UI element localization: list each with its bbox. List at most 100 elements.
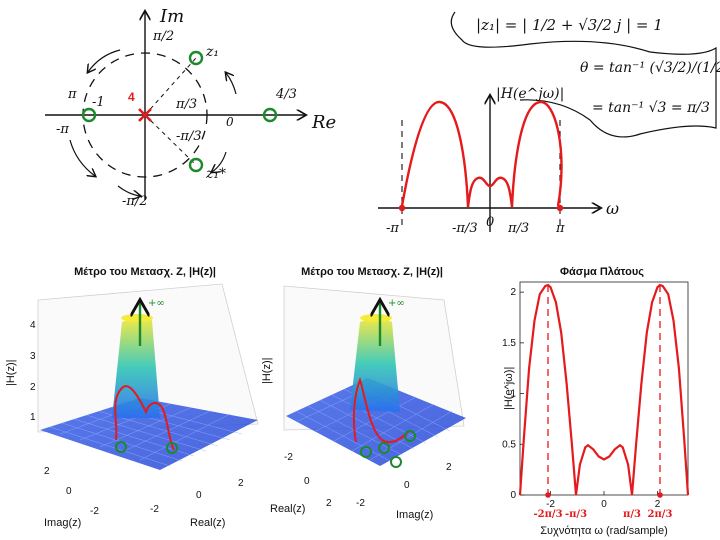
surface-middle-unit-circle-trace xyxy=(352,376,409,444)
magnitude-sketch: |H(e^jω)| ω -π -π/3 0 π/3 π xyxy=(378,86,619,236)
amplitude-spectrum-chart: Φάσμα Πλάτους 0 0.5 1 1.5 2 -2 0 2 |H(e^jω)| Σ… xyxy=(502,266,690,537)
surface-middle-zero-marker xyxy=(360,446,372,458)
spectrum-ytick-label: 0 xyxy=(510,490,516,501)
im-axis-label: Im xyxy=(159,6,184,27)
spectrum-annotations: -2π/3 -π/3 π/3 2π/3 xyxy=(533,509,672,520)
surface-middle-ytick: 0 xyxy=(404,480,410,491)
surface-middle-title: Μέτρο του Μετασχ. Z, |H(z)| xyxy=(301,266,443,278)
pi-label: π xyxy=(67,87,77,102)
arc-arrow xyxy=(212,151,227,172)
tick-pi-third: π/3 xyxy=(507,221,529,236)
surface-middle-xtick: -2 xyxy=(284,452,293,463)
spectrum-title: Φάσμα Πλάτους xyxy=(560,266,644,278)
zero-marker-four-thirds xyxy=(262,107,278,123)
spectrum-series-line xyxy=(518,283,690,496)
spectrum-xlabel: Συχνότητα ω (rad/sample) xyxy=(540,525,668,537)
magnitude-sketch-curve xyxy=(400,100,563,208)
spectrum-annotation: π/3 xyxy=(623,509,641,520)
spectrum-plot-frame xyxy=(519,281,689,496)
surface-left-xtick: 2 xyxy=(44,466,50,477)
z1-star-radius xyxy=(144,114,197,166)
surface-plot-middle: Μέτρο του Μετασχ. Z, |H(z)| +∞ |H(z)| -2… xyxy=(261,266,466,521)
spectrum-xtick-label: 0 xyxy=(601,499,607,510)
surface-left-xtick: 0 xyxy=(66,486,72,497)
zero-marker-minus-one xyxy=(81,107,97,123)
spectrum-xtick-label: -2 xyxy=(546,499,555,510)
surface-left-infinity-note: +∞ xyxy=(148,298,165,309)
surface-left-ytick: 0 xyxy=(196,490,202,501)
minus-one-label: -1 xyxy=(92,95,105,110)
re-axis-label: Re xyxy=(311,112,336,133)
spectrum-annotation: 2π/3 xyxy=(648,509,673,520)
formula-sketch: |z₁| = | 1/2 + √3/2 j | = 1 θ = tan⁻¹ (√… xyxy=(450,11,720,138)
omega-axis-label: ω xyxy=(606,199,619,218)
pole-marker xyxy=(138,108,152,122)
pi-third-label: π/3 xyxy=(175,97,197,112)
surface-plot-left: Μέτρο του Μετασχ. Z, |H(z)| +∞ 1 2 3 4 |… xyxy=(5,266,259,529)
surface-middle-ytick: 2 xyxy=(446,462,452,473)
surface-left-peak xyxy=(112,316,160,418)
magnitude-axis-label: |H(e^jω)| xyxy=(496,86,564,102)
surface-middle-xtick: 0 xyxy=(304,476,310,487)
surface-middle-xtick: 2 xyxy=(326,498,332,509)
surface-middle-mesh xyxy=(295,382,453,462)
surface-left-zticks: 4 xyxy=(30,320,36,331)
z1-star-label: z₁* xyxy=(205,166,226,182)
tick-zero: 0 xyxy=(486,215,494,230)
spectrum-ylabel: |H(e^jω)| xyxy=(503,367,515,410)
zero-marker-z1-star xyxy=(188,157,204,173)
surface-middle-ylabel: Imag(z) xyxy=(396,509,433,521)
endpoint-dot xyxy=(398,204,406,212)
pole-zero-sketch: Im Re π/2 -π/2 π -π -1 π/3 -π/3 0 4/3 z₁… xyxy=(45,6,336,209)
surface-middle-infinity-note: +∞ xyxy=(388,298,405,309)
formula-cloud-outline xyxy=(450,11,717,138)
spectrum-ytick-label: 1.5 xyxy=(502,338,516,349)
surface-middle-peak-top xyxy=(360,314,392,322)
surface-left-zticks: 2 xyxy=(30,382,36,393)
surface-left-title: Μέτρο του Μετασχ. Z, |H(z)| xyxy=(74,266,216,278)
surface-left-zero-marker xyxy=(166,442,178,454)
formula-line-3: = tan⁻¹ √3 = π/3 xyxy=(592,100,710,116)
surface-left-zticks: 3 xyxy=(30,351,36,362)
spectrum-ytick-label: 2 xyxy=(510,287,516,298)
surface-left-xlabel: Imag(z) xyxy=(44,517,81,529)
surface-left-ytick: 2 xyxy=(238,478,244,489)
arc-arrow xyxy=(88,49,121,72)
neg-pi-third-label: -π/3 xyxy=(176,129,202,144)
surface-middle-base xyxy=(286,378,466,466)
zero-label: 0 xyxy=(226,115,234,129)
zero-marker-z1 xyxy=(188,50,204,66)
surface-left-zero-marker xyxy=(115,441,127,453)
endpoint-dot xyxy=(556,204,564,212)
arc-arrow xyxy=(226,73,237,95)
spectrum-ytick-label: 0.5 xyxy=(502,439,516,450)
surface-left-ytick: -2 xyxy=(150,504,159,515)
formula-line-1: |z₁| = | 1/2 + √3/2 j | = 1 xyxy=(476,16,663,34)
surface-left-zticks: 1 xyxy=(30,412,36,423)
neg-pi-half-label: -π/2 xyxy=(122,194,148,209)
surface-middle-xlabel: Real(z) xyxy=(270,503,305,515)
surface-left-peak-top xyxy=(121,314,153,322)
surface-left-unit-circle-trace xyxy=(114,385,175,451)
spectrum-guides xyxy=(545,285,663,498)
surface-left-zlabel: |H(z)| xyxy=(5,360,17,387)
neg-pi-label: -π xyxy=(56,122,69,137)
tick-neg-pi-third: -π/3 xyxy=(452,221,478,236)
spectrum-peak-dot xyxy=(657,492,663,498)
tick-neg-pi: -π xyxy=(386,221,399,236)
spectrum-ytick-label: 1 xyxy=(510,389,516,400)
tick-pi: π xyxy=(555,221,565,236)
z1-label: z₁ xyxy=(205,44,219,60)
four-thirds-label: 4/3 xyxy=(275,87,297,102)
pole-order-label: 4 xyxy=(128,90,135,104)
surface-left-ylabel: Real(z) xyxy=(190,517,225,529)
pi-half-label: π/2 xyxy=(152,29,174,44)
surface-middle-zero-marker xyxy=(390,456,402,468)
spectrum-annotation: -π/3 xyxy=(565,509,587,520)
surface-left-xtick: -2 xyxy=(90,506,99,517)
surface-middle-zero-marker xyxy=(404,430,416,442)
arc-arrow xyxy=(69,139,95,176)
surface-middle-zlabel: |H(z)| xyxy=(261,358,273,385)
arc-arrow xyxy=(117,185,140,196)
